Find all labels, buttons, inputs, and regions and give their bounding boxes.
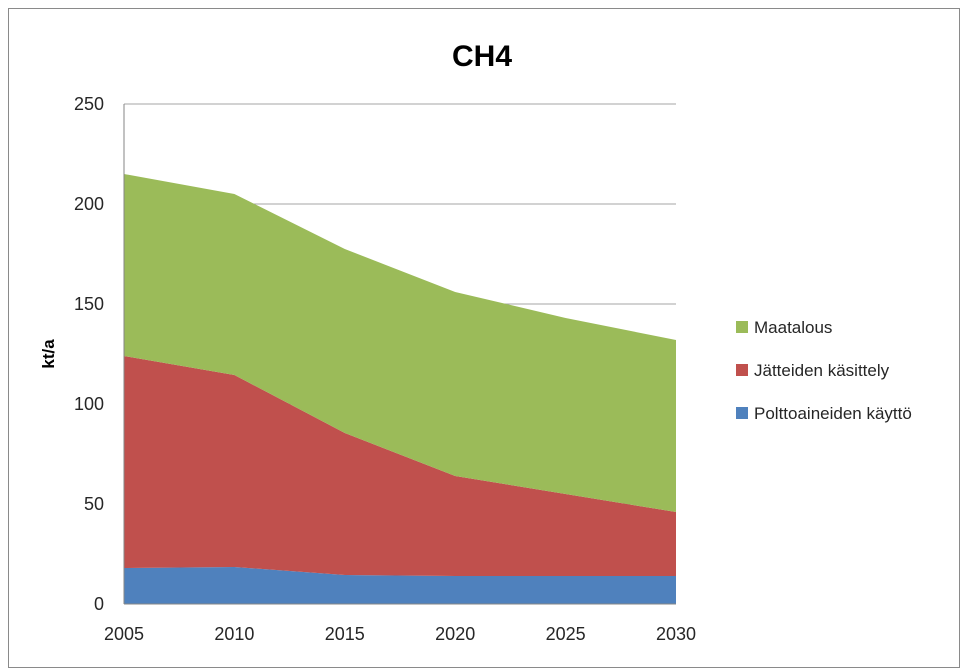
y-tick-100: 100 <box>74 394 104 414</box>
y-tick-200: 200 <box>74 194 104 214</box>
legend-label-1: Jätteiden käsittely <box>754 361 890 380</box>
x-tick-2010: 2010 <box>214 624 254 644</box>
axes <box>123 104 676 605</box>
y-tick-150: 150 <box>74 294 104 314</box>
legend: Maatalous Jätteiden käsittely Polttoaineid… <box>736 318 912 423</box>
area-maatalous <box>124 174 676 512</box>
legend-label-0: Maatalous <box>754 318 832 337</box>
x-tick-2020: 2020 <box>435 624 475 644</box>
area-jätteiden-käsittely <box>124 356 676 576</box>
chart-title: CH4 <box>452 40 512 73</box>
legend-label-2: Polttoaineiden käyttö <box>754 404 912 423</box>
y-tick-50: 50 <box>84 494 104 514</box>
stacked-areas <box>124 174 676 604</box>
area-polttoaineiden-käyttö <box>124 567 676 604</box>
legend-swatch-2 <box>736 407 748 419</box>
ch4-area-chart: CH4 0 50 100 150 200 250 2005 2010 2015 2020 2025… <box>39 40 912 644</box>
y-tick-0: 0 <box>94 594 104 614</box>
x-tick-2015: 2015 <box>325 624 365 644</box>
x-tick-2030: 2030 <box>656 624 696 644</box>
x-tick-labels: 2005 2010 2015 2020 2025 2030 <box>104 624 696 644</box>
legend-swatch-0 <box>736 321 748 333</box>
x-tick-2005: 2005 <box>104 624 144 644</box>
y-tick-labels: 0 50 100 150 200 250 <box>74 94 104 614</box>
x-tick-2025: 2025 <box>546 624 586 644</box>
legend-swatch-1 <box>736 364 748 376</box>
y-tick-250: 250 <box>74 94 104 114</box>
y-axis-label: kt/a <box>39 339 58 369</box>
